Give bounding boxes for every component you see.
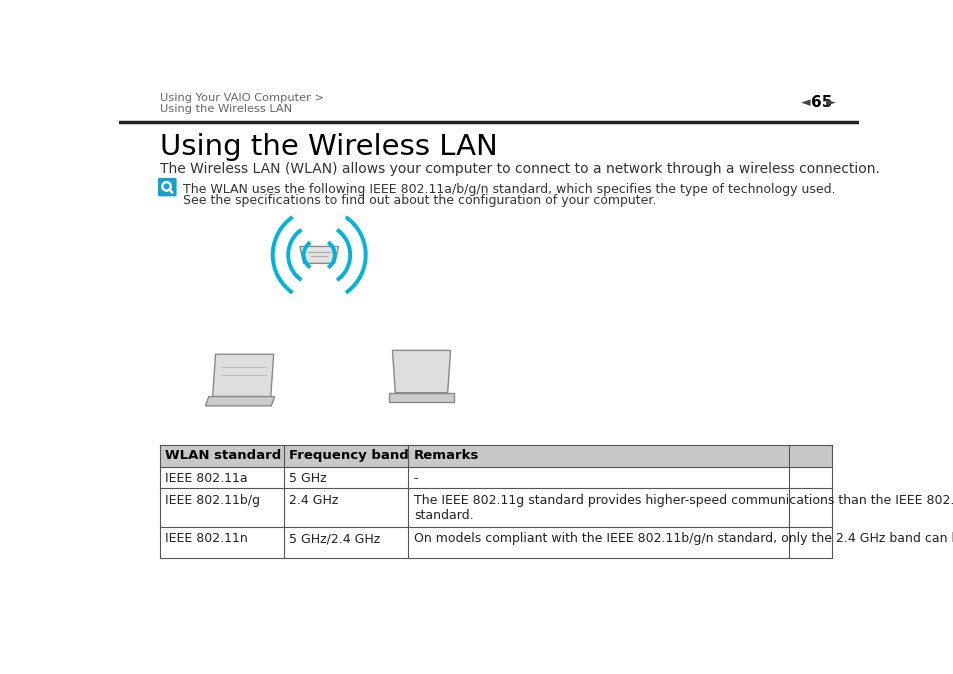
Text: 5 GHz/2.4 GHz: 5 GHz/2.4 GHz	[289, 532, 380, 545]
Text: ◄: ◄	[801, 96, 810, 109]
Text: 65: 65	[810, 95, 832, 110]
Text: Remarks: Remarks	[414, 450, 478, 462]
Text: 2.4 GHz: 2.4 GHz	[289, 493, 338, 507]
Text: The WLAN uses the following IEEE 802.11a/b/g/n standard, which specifies the typ: The WLAN uses the following IEEE 802.11a…	[183, 183, 835, 195]
Polygon shape	[299, 247, 338, 264]
Text: The IEEE 802.11g standard provides higher-speed communications than the IEEE 802: The IEEE 802.11g standard provides highe…	[414, 493, 953, 522]
Text: IEEE 802.11b/g: IEEE 802.11b/g	[165, 493, 260, 507]
Text: The Wireless LAN (WLAN) allows your computer to connect to a network through a w: The Wireless LAN (WLAN) allows your comp…	[159, 162, 879, 177]
Bar	[159, 445, 831, 466]
Text: IEEE 802.11a: IEEE 802.11a	[165, 472, 248, 485]
Text: See the specifications to find out about the configuration of your computer.: See the specifications to find out about…	[183, 194, 656, 207]
Polygon shape	[205, 396, 274, 406]
Text: Using Your VAIO Computer >: Using Your VAIO Computer >	[159, 93, 323, 103]
FancyBboxPatch shape	[158, 178, 176, 196]
Text: Frequency band: Frequency band	[289, 450, 409, 462]
Text: IEEE 802.11n: IEEE 802.11n	[165, 532, 248, 545]
Text: WLAN standard: WLAN standard	[165, 450, 281, 462]
Polygon shape	[392, 350, 450, 393]
Polygon shape	[388, 393, 454, 402]
Text: 5 GHz: 5 GHz	[289, 472, 327, 485]
Text: ►: ►	[825, 96, 835, 109]
Text: On models compliant with the IEEE 802.11b/g/n standard, only the 2.4 GHz band ca: On models compliant with the IEEE 802.11…	[414, 532, 953, 545]
Polygon shape	[213, 355, 274, 396]
Text: -: -	[414, 472, 418, 485]
Text: Using the Wireless LAN: Using the Wireless LAN	[159, 104, 292, 114]
Text: Using the Wireless LAN: Using the Wireless LAN	[159, 133, 497, 161]
